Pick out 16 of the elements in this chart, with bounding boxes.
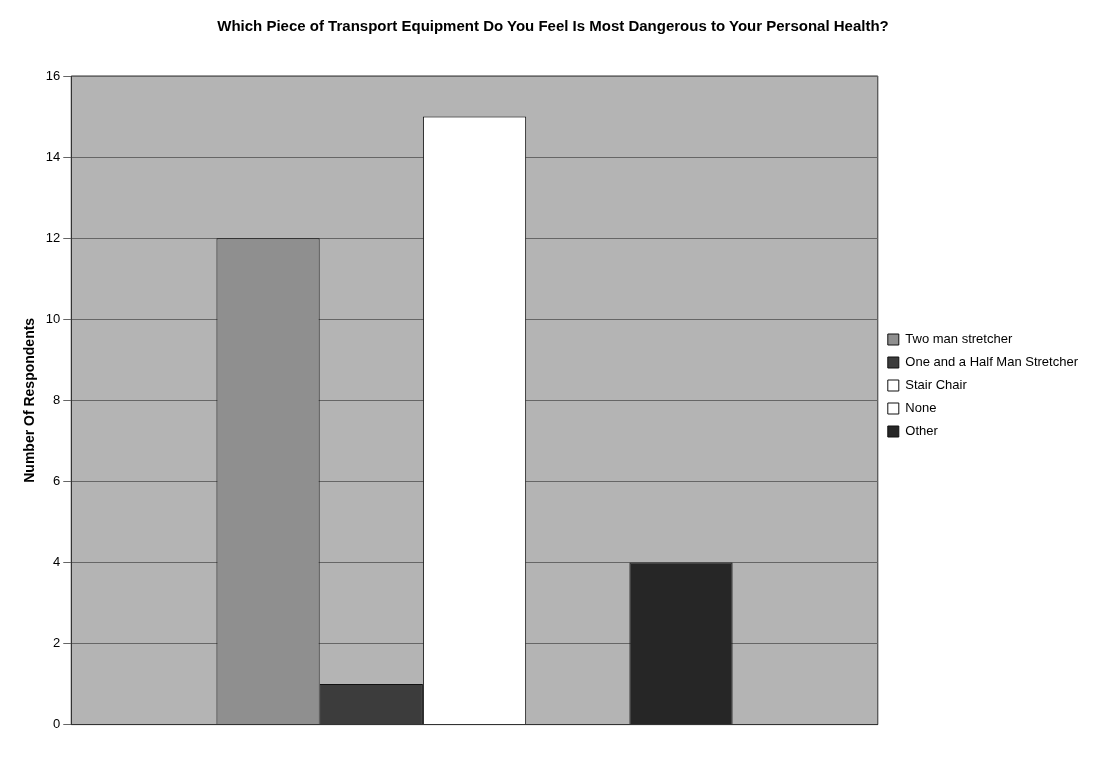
y-tick-label: 16 (45, 67, 61, 83)
y-axis-title: Number Of Respondents (21, 317, 38, 483)
legend-label: Stair Chair (905, 377, 968, 393)
legend-label: Other (905, 423, 939, 439)
y-tick-label: 12 (45, 229, 61, 245)
legend-label: None (905, 400, 937, 416)
chart-title: Which Piece of Transport Equipment Do You Feel Is Most Dangerous to Your Personal Health? (217, 17, 889, 35)
legend-label: Two man stretcher (905, 331, 1013, 347)
y-tick-label: 6 (53, 472, 61, 488)
legend-label: One and a Half Man Stretcher (905, 354, 1079, 370)
y-tick-label: 8 (53, 391, 61, 407)
y-tick-label: 14 (45, 148, 61, 164)
y-tick-label: 4 (53, 554, 61, 570)
y-tick-label: 2 (53, 635, 61, 651)
y-tick-label: 0 (53, 716, 61, 732)
y-tick-label: 10 (45, 310, 61, 326)
